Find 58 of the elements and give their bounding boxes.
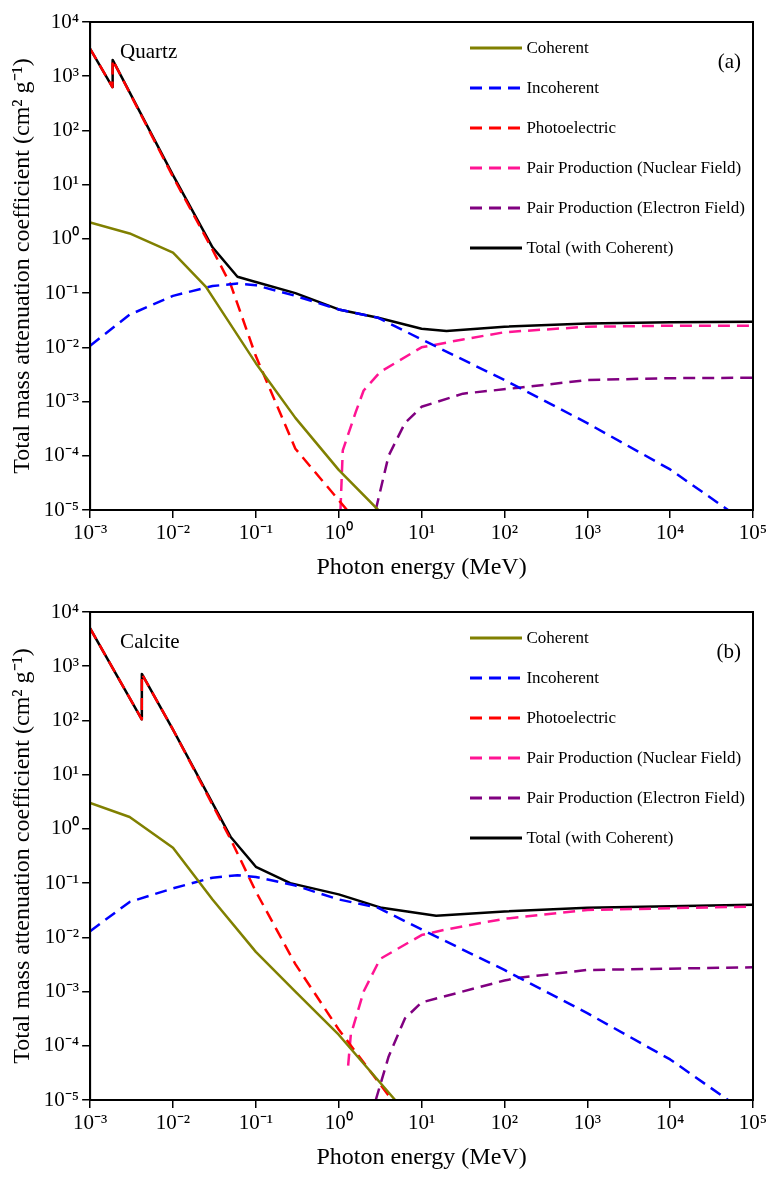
y-tick-label: 10²	[51, 706, 80, 731]
y-axis-title: Total mass attenuation coefficient (cm² g⁻¹)	[7, 648, 34, 1064]
y-tick-label: 10⁻²	[44, 333, 80, 358]
legend-label: Pair Production (Electron Field)	[526, 788, 745, 808]
x-axis-title: Photon energy (MeV)	[316, 552, 527, 579]
x-tick-label: 10⁻²	[155, 1110, 191, 1135]
y-tick-label: 10²	[51, 116, 80, 141]
y-tick-label: 10³	[51, 652, 80, 677]
y-tick-label: 10⁻³	[44, 978, 80, 1003]
legend-label: Photoelectric	[526, 118, 617, 138]
y-tick-label: 10¹	[51, 171, 80, 196]
y-tick-label: 10⁰	[51, 815, 80, 840]
x-tick-label: 10¹	[407, 1110, 436, 1135]
x-tick-label: 10⁻³	[72, 520, 108, 545]
x-tick-label: 10²	[490, 1110, 519, 1135]
x-tick-label: 10⁻²	[155, 520, 191, 545]
annotation: Quartz	[120, 39, 178, 64]
y-tick-label: 10⁻²	[44, 923, 80, 948]
legend-label: Total (with Coherent)	[526, 238, 674, 258]
y-tick-label: 10⁻¹	[44, 869, 80, 894]
x-tick-label: 10³	[573, 520, 601, 545]
legend-label: Photoelectric	[526, 708, 617, 728]
x-tick-label: 10⁵	[738, 1110, 768, 1135]
x-tick-label: 10⁻¹	[238, 520, 273, 545]
y-tick-label: 10⁰	[51, 225, 80, 250]
legend-label: Incoherent	[526, 78, 600, 98]
legend-label: Coherent	[526, 628, 589, 648]
x-tick-label: 10⁴	[655, 520, 685, 545]
y-tick-label: 10⁻³	[44, 388, 80, 413]
annotation: Calcite	[120, 629, 180, 654]
x-tick-label: 10¹	[407, 520, 436, 545]
y-tick-label: 10⁻⁴	[43, 442, 80, 467]
y-tick-label: 10¹	[51, 761, 80, 786]
y-tick-label: 10⁻⁴	[43, 1032, 80, 1057]
x-axis-title: Photon energy (MeV)	[316, 1142, 527, 1169]
y-tick-label: 10⁻¹	[44, 279, 80, 304]
y-tick-label: 10⁻⁵	[43, 496, 80, 521]
y-tick-label: 10⁴	[50, 598, 80, 623]
legend-label: Pair Production (Electron Field)	[526, 198, 745, 218]
y-tick-label: 10⁴	[50, 8, 80, 33]
legend-label: Total (with Coherent)	[526, 828, 674, 848]
x-tick-label: 10⁵	[738, 520, 768, 545]
annotation: (b)	[716, 639, 741, 664]
x-tick-label: 10⁻³	[72, 1110, 108, 1135]
x-tick-label: 10⁴	[655, 1110, 685, 1135]
legend-label: Incoherent	[526, 668, 600, 688]
x-tick-label: 10⁰	[324, 1110, 353, 1135]
y-tick-label: 10⁻⁵	[43, 1086, 80, 1111]
x-tick-label: 10²	[490, 520, 519, 545]
legend-label: Pair Production (Nuclear Field)	[526, 748, 742, 768]
x-tick-label: 10⁻¹	[238, 1110, 273, 1135]
x-tick-label: 10³	[573, 1110, 601, 1135]
y-axis-title: Total mass attenuation coefficient (cm² g⁻¹)	[7, 58, 34, 474]
y-tick-label: 10³	[51, 62, 80, 87]
legend-label: Coherent	[526, 38, 589, 58]
annotation: (a)	[717, 49, 741, 74]
x-tick-label: 10⁰	[324, 520, 353, 545]
legend-label: Pair Production (Nuclear Field)	[526, 158, 742, 178]
